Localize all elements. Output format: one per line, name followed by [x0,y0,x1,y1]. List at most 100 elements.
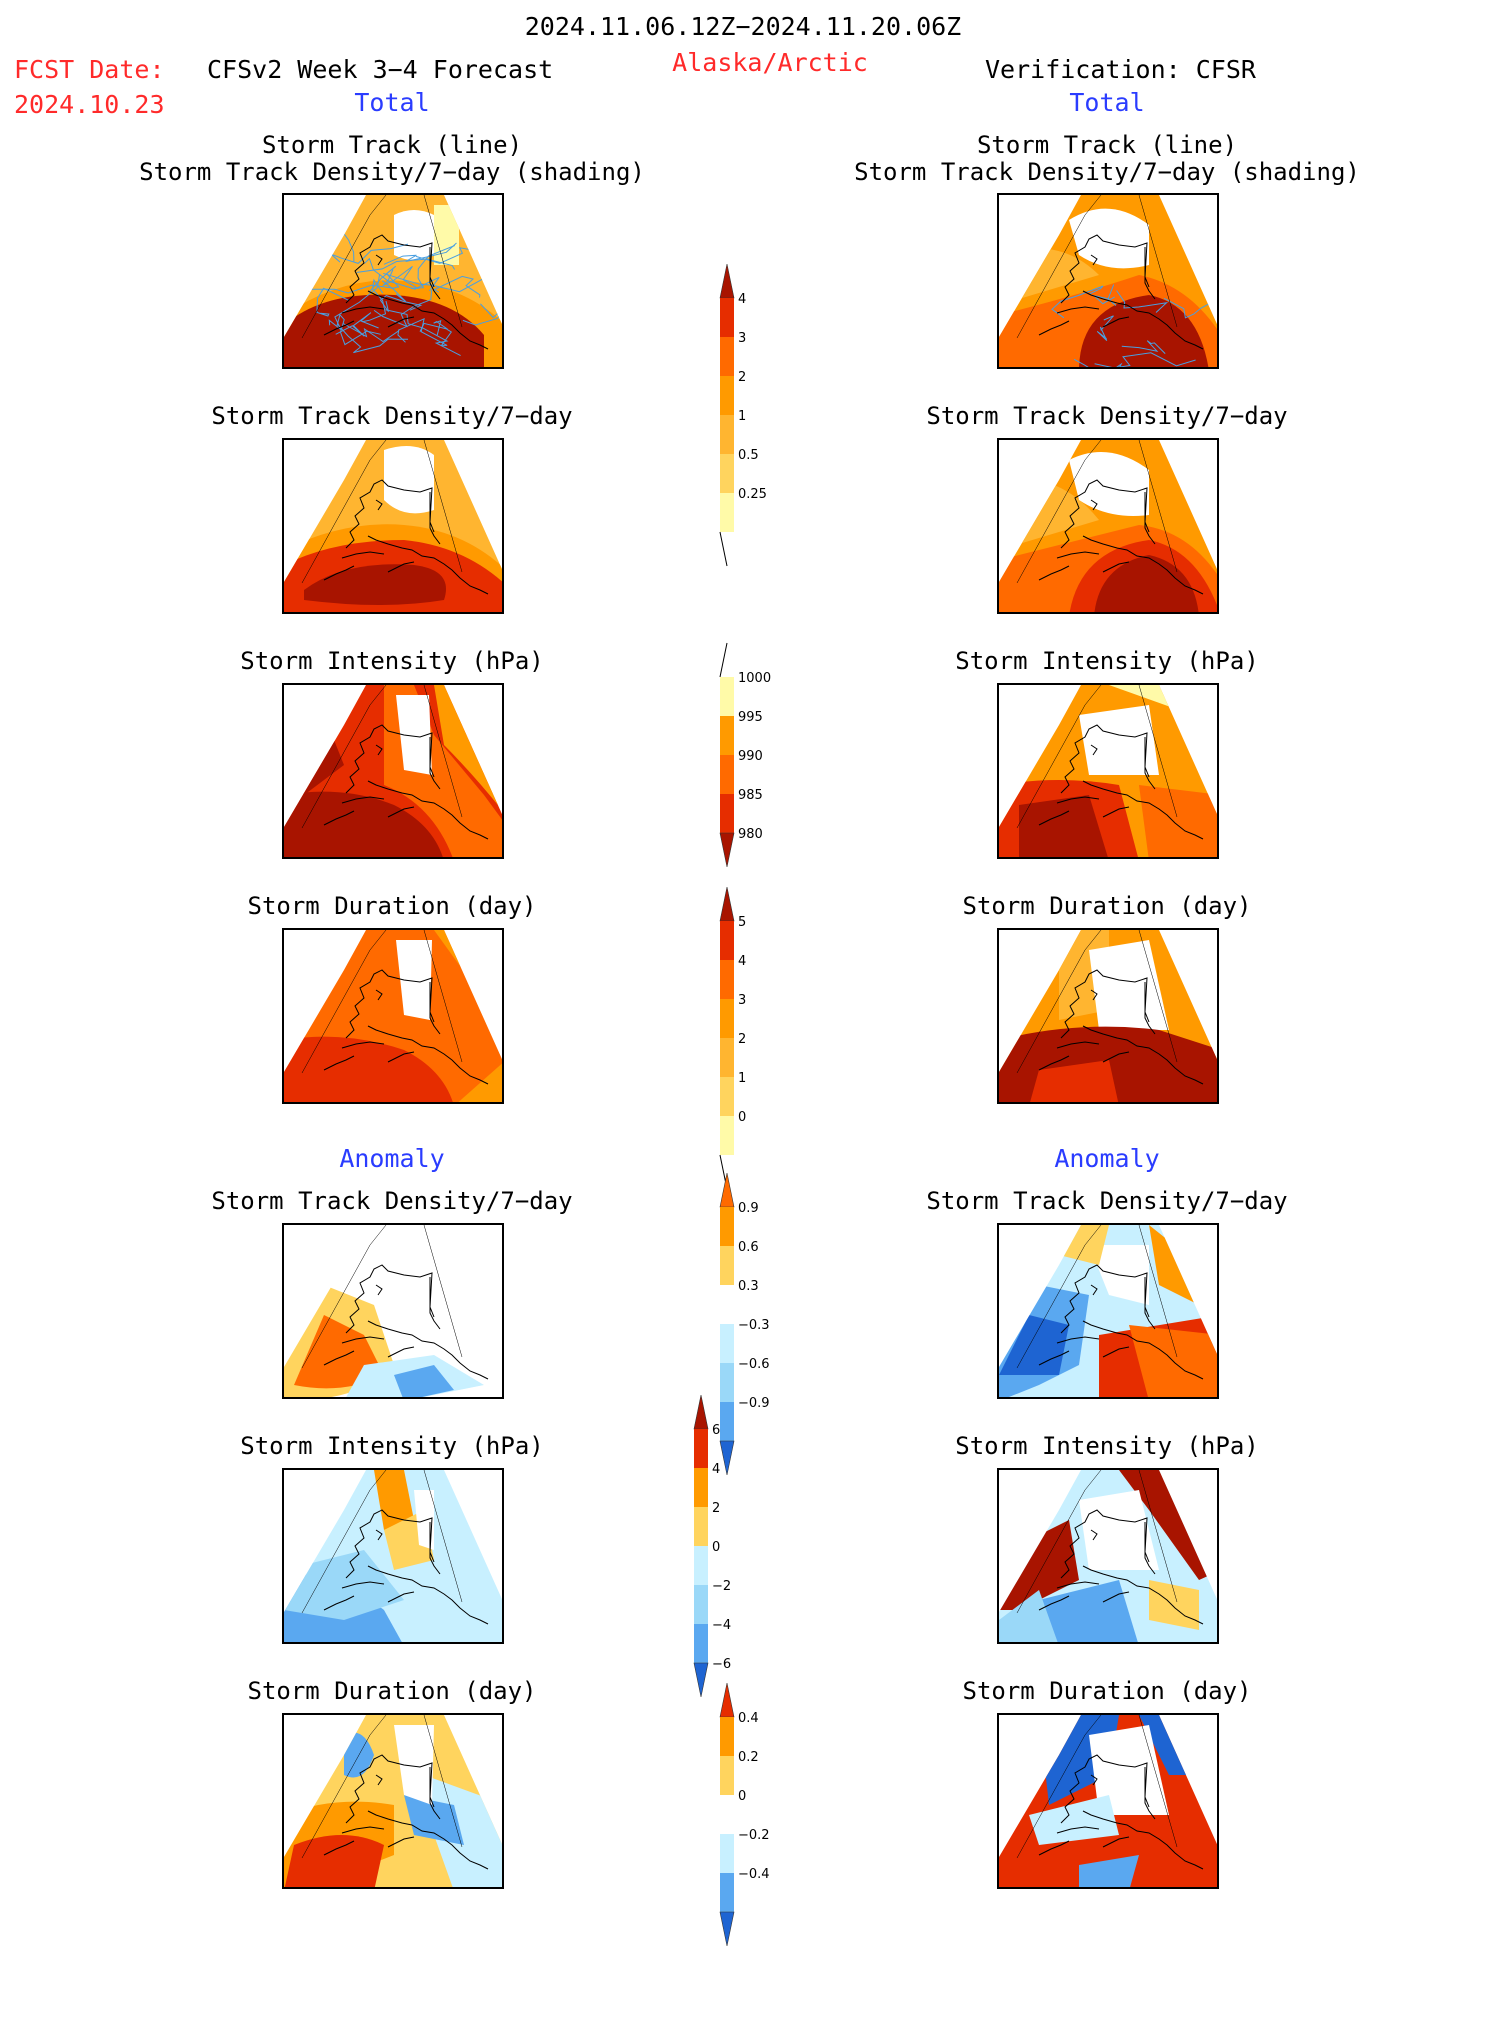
map-fcst-duration-anom [282,1713,504,1889]
sector-edge [301,195,463,339]
shading-region [1094,555,1199,612]
colorbar-swatch [720,1402,734,1441]
colorbar-swatch [720,999,734,1038]
colorbar-swatch [720,1207,734,1246]
shading-region [396,695,432,775]
colorbar-duration-anom: 0.4 0.2 0 −0.2 −0.4 [719,1682,800,2036]
sector-edge [301,1225,463,1369]
colorbar-swatch [720,716,734,755]
panel5-title-left: Storm Track Density/7−day [211,1187,573,1215]
shading-region [284,294,484,367]
colorbar-top-arrow [693,1394,709,1430]
storm-track [1096,315,1114,341]
colorbar-tick-label: 990 [738,749,763,764]
shading-region [284,1550,404,1620]
fcst-label: FCST Date: [14,55,165,84]
colorbar-tick-label: 1000 [738,671,771,686]
storm-track [336,313,381,346]
region-label: Alaska/Arctic [672,48,868,77]
storm-track [1116,290,1169,313]
panel1-title-left: Storm Track (line) Storm Track Density/7… [139,132,645,186]
colorbar-tick-label: 995 [738,710,763,725]
coastline [323,234,489,350]
colorbar-swatch [720,454,734,493]
panel1-title-line1-right: Storm Track (line) [976,131,1238,159]
map-obs-density [997,438,1219,614]
map-fcst-track [282,193,504,369]
colorbar-tick-label: −4 [712,1618,731,1633]
colorbar-top-arrow [719,1682,735,1718]
colorbar-swatch [720,1077,734,1116]
map-fcst-density-anom [282,1223,504,1399]
colorbar-tick-label: 0.5 [738,448,759,463]
colorbar-swatch [720,337,734,376]
map-fcst-duration [282,928,504,1104]
border-line [1144,982,1156,1035]
storm-track [364,257,440,292]
colorbar-swatch [720,1795,734,1834]
colorbar-swatch [720,376,734,415]
shading-region [1029,1060,1119,1102]
coastline [323,1754,489,1870]
colorbar-tick-label: 1 [738,409,746,424]
colorbar-tick-label: 980 [738,827,763,842]
panel1-title-line2: Storm Track Density/7−day (shading) [139,158,645,186]
storm-track [410,245,455,290]
colorbar-tick-label: 985 [738,788,763,803]
colorbar-tick-label: −2 [712,1579,731,1594]
coastline [1038,479,1204,595]
sector-edge [1016,1715,1178,1859]
colorbar-swatch [720,755,734,794]
shading-region [1119,1470,1217,1580]
colorbar-tick-label: 0.6 [738,1240,759,1255]
colorbar-bottom-tail [719,531,728,567]
panel2-title-right: Storm Track Density/7−day [926,402,1288,430]
colorbar-swatch [694,1546,708,1585]
shading-region [1069,208,1149,269]
storm-track [1073,358,1123,367]
colorbar-swatch [720,1717,734,1756]
colorbar-tick-label: 3 [738,331,746,346]
shading-region [1079,705,1159,775]
shading-region [1069,452,1149,516]
colorbar-bottom-arrow [719,832,735,868]
colorbar-swatch [720,1038,734,1077]
panel7-title-left: Storm Duration (day) [247,1677,537,1705]
colorbar-intensity: 1000 995 990 985 980 [719,642,800,918]
colorbar-svg: 0.4 0.2 0 −0.2 −0.4 [719,1682,770,1947]
colorbar-swatch [720,794,734,833]
map-obs-track [997,193,1219,369]
storm-track [1051,285,1104,319]
colorbar-svg: 6 4 2 0 −2 −4 −6 [693,1394,731,1698]
shading-region [414,1490,434,1550]
sector-edge [1016,195,1178,339]
colorbar-tick-label: 2 [738,1032,746,1047]
storm-track [337,323,409,354]
shading-region [394,1365,454,1397]
shading-region [284,1036,454,1102]
colorbar-tick-label: 0.3 [738,1279,759,1294]
colorbar-tick-label: 4 [738,954,746,969]
colorbar-tick-label: 0.4 [738,1711,759,1726]
colorbar-tick-label: 0.25 [738,487,767,502]
colorbar-density-anom: 0.9 0.6 0.3 −0.3 −0.6 −0.9 [719,1172,800,1565]
colorbar-swatch [720,1873,734,1912]
colorbar-swatch [720,415,734,454]
coastline [1038,969,1204,1085]
colorbar-bottom-arrow [693,1662,709,1698]
left-title: CFSv2 Week 3−4 Forecast [207,55,554,84]
colorbar-swatch [720,921,734,960]
colorbar-tick-label: 1 [738,1071,746,1086]
storm-track [368,265,400,293]
coastline [1038,1754,1204,1870]
shading-region [284,1835,384,1887]
colorbar-svg: 5 4 3 2 1 0 [719,886,746,1190]
colorbar-tick-label: 6 [712,1423,720,1438]
storm-track [419,320,448,336]
shading-region [1089,1725,1169,1815]
panel1-title-right: Storm Track (line) Storm Track Density/7… [854,132,1360,186]
colorbar-tick-label: −0.4 [738,1867,770,1882]
shading-region [304,564,446,605]
panel4-title-left: Storm Duration (day) [247,892,537,920]
right-title: Verification: CFSR [985,55,1256,84]
